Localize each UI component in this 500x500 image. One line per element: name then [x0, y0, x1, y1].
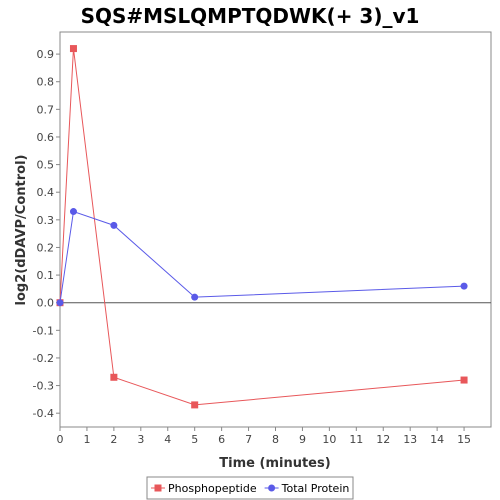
x-tick-label: 3 — [137, 433, 144, 446]
x-tick-label: 0 — [57, 433, 64, 446]
y-tick-label: 0.7 — [37, 103, 55, 116]
x-tick-label: 7 — [245, 433, 252, 446]
x-axis-label: Time (minutes) — [219, 456, 330, 471]
series-layer — [56, 45, 468, 409]
data-point — [460, 376, 468, 384]
data-point — [69, 208, 77, 216]
data-point — [191, 401, 199, 409]
x-tick-label: 4 — [164, 433, 171, 446]
y-tick-label: 0.4 — [37, 186, 55, 199]
x-tick-label: 10 — [322, 433, 336, 446]
x-tick-label: 1 — [83, 433, 90, 446]
data-point — [110, 373, 118, 381]
x-tick-label: 13 — [403, 433, 417, 446]
data-point — [460, 282, 468, 290]
legend-label: Phosphopeptide — [168, 482, 257, 495]
y-tick-label: -0.1 — [33, 324, 54, 337]
x-tick-label: 14 — [430, 433, 444, 446]
y-tick-label: 0.0 — [37, 297, 55, 310]
data-point — [56, 299, 64, 307]
plot-area — [59, 31, 492, 428]
legend-label: Total Protein — [281, 482, 350, 495]
y-tick-label: 0.8 — [37, 76, 55, 89]
y-tick-label: -0.4 — [33, 407, 54, 420]
legend: Phosphopeptide Total Protein — [146, 476, 354, 500]
data-point — [110, 221, 118, 229]
x-tick-label: 11 — [349, 433, 363, 446]
data-point — [69, 45, 77, 53]
y-tick-label: -0.2 — [33, 352, 54, 365]
x-tick-label: 6 — [218, 433, 225, 446]
y-tick-label: 0.9 — [37, 48, 55, 61]
x-tick-label: 12 — [376, 433, 390, 446]
x-tick-label: 2 — [110, 433, 117, 446]
y-tick-label: 0.3 — [37, 214, 55, 227]
y-tick-label: -0.3 — [33, 380, 54, 393]
x-tick-label: 5 — [191, 433, 198, 446]
chart-title: SQS#MSLQMPTQDWK(+ 3)_v1 — [81, 4, 420, 28]
legend-box — [146, 476, 354, 500]
x-tick-label: 15 — [457, 433, 471, 446]
y-axis-label: log2(dDAVP/Control) — [14, 155, 29, 306]
x-axis-ticks: 0 1 2 3 4 5 6 7 8 9 10 11 12 13 14 15 — [57, 427, 471, 446]
data-point — [191, 293, 199, 301]
y-tick-label: 0.5 — [37, 159, 55, 172]
y-tick-label: 0.2 — [37, 241, 55, 254]
x-tick-label: 9 — [299, 433, 306, 446]
y-axis-ticks: -0.4 -0.3 -0.2 -0.1 0.0 0.1 0.2 0.3 0.4 0.5 0.6 0.7… — [33, 48, 60, 420]
y-tick-label: 0.1 — [37, 269, 55, 282]
x-tick-label: 8 — [272, 433, 279, 446]
legend-marker — [268, 484, 276, 492]
y-tick-label: 0.6 — [37, 131, 55, 144]
legend-marker — [154, 484, 162, 492]
